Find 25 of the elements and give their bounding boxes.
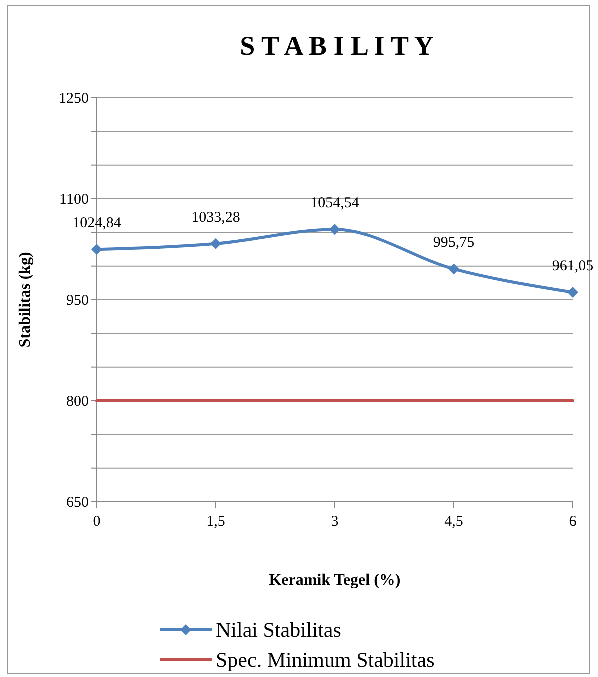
legend-label: Spec. Minimum Stabilitas [216, 648, 435, 672]
data-label: 1054,54 [310, 196, 360, 212]
y-tick-label: 650 [66, 495, 89, 511]
y-axis-title: Stabilitas (kg) [17, 252, 34, 348]
y-tick-label: 950 [66, 293, 89, 309]
y-tick-label: 1100 [60, 192, 89, 208]
point [448, 264, 460, 275]
x-tick-label: 4,5 [444, 514, 464, 530]
legend-label: Nilai Stabilitas [216, 618, 342, 642]
data-label: 995,75 [433, 235, 475, 252]
data-label: 1033,28 [192, 210, 240, 226]
chart-title: S T A B I L I T Y [240, 31, 434, 61]
y-tick-label: 800 [66, 394, 89, 410]
x-axis-title: Keramik Tegel (%) [269, 572, 401, 589]
x-tick-label: 6 [569, 514, 578, 530]
point [92, 244, 102, 256]
point [210, 238, 222, 250]
x-tick-label: 3 [331, 514, 339, 530]
x-tick-label: 0 [93, 514, 101, 530]
data-label: 961,05 [552, 258, 594, 275]
point [330, 224, 340, 236]
x-tick-label: 1,5 [206, 514, 226, 530]
data-label: 1024,84 [72, 216, 122, 232]
y-tick-label: 1250 [59, 91, 89, 107]
point [568, 287, 578, 298]
